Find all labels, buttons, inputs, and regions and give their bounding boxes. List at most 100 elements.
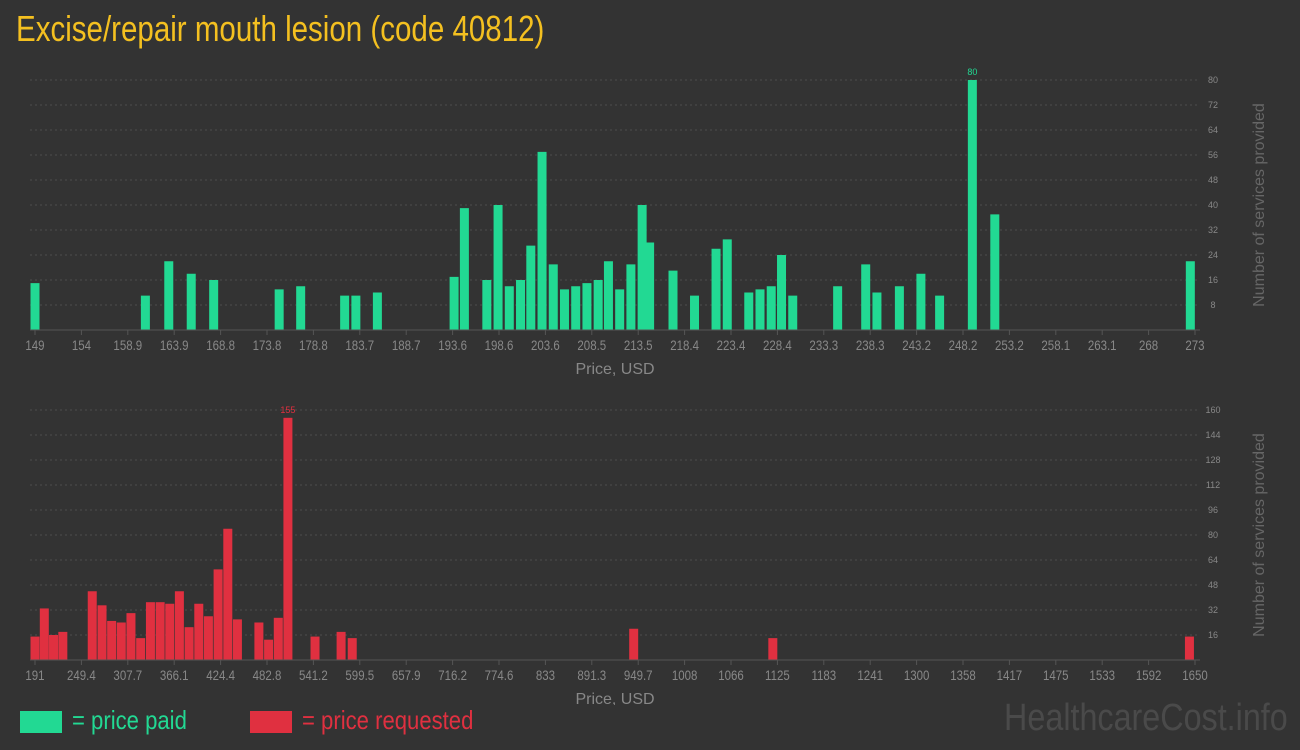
bar — [629, 628, 639, 660]
price-requested-chart: 16 32 48 64 80 96 112 128 144 160 155 191 249.4 307.7… — [25, 405, 1268, 705]
x-tick-label: 163.9 — [160, 337, 189, 353]
y-tick-label: 72 — [1208, 100, 1218, 110]
y-tick-label: 144 — [1205, 430, 1220, 440]
x-tick-label: 263.1 — [1088, 337, 1117, 353]
watermark: HealthcareCost.info — [1004, 697, 1288, 739]
bar — [30, 636, 40, 660]
y-tick-label: 112 — [1206, 480, 1220, 490]
x-tick-label: 203.6 — [531, 337, 560, 353]
y-tick-label: 40 — [1208, 200, 1218, 210]
bar — [593, 280, 603, 330]
bar — [637, 205, 647, 330]
legend-requested-label: = price requested — [302, 705, 474, 735]
bar — [140, 295, 150, 330]
bar — [571, 286, 581, 330]
x-tick-label: 1066 — [718, 667, 744, 683]
x-tick-label: 238.3 — [856, 337, 885, 353]
x-tick-label: 833 — [536, 667, 555, 683]
bar — [755, 289, 765, 330]
bar — [39, 608, 49, 660]
bar — [482, 280, 492, 330]
x-tick-label: 1533 — [1089, 667, 1115, 683]
x-tick-label: 198.6 — [485, 337, 514, 353]
x-tick-label: 218.4 — [670, 337, 699, 353]
legend-paid-swatch — [20, 711, 62, 733]
y-tick-label: 48 — [1208, 580, 1218, 590]
bar — [184, 627, 194, 660]
x-tick-label: 168.8 — [206, 337, 235, 353]
bar — [164, 261, 174, 330]
x-tick-label: 248.2 — [949, 337, 978, 353]
bar — [351, 295, 361, 330]
x-tick-label: 774.6 — [485, 667, 514, 683]
x-tick-label: 193.6 — [438, 337, 467, 353]
bar — [1185, 261, 1195, 330]
bar — [645, 242, 655, 330]
bar — [935, 295, 945, 330]
legend-requested-swatch — [250, 711, 292, 733]
data-label: 155 — [280, 405, 295, 415]
x-tick-label: 183.7 — [345, 337, 374, 353]
x-tick-label: 149 — [25, 337, 44, 353]
y-tick-label: 160 — [1205, 405, 1220, 415]
bar — [49, 635, 59, 660]
bar — [493, 205, 503, 330]
legend-paid: = price paid — [20, 705, 240, 735]
bar — [459, 208, 469, 330]
x-tick-label: 158.9 — [113, 337, 142, 353]
y-tick-label: 128 — [1205, 455, 1220, 465]
bar — [296, 286, 306, 330]
x-tick-label: 178.8 — [299, 337, 328, 353]
legend-requested: = price requested — [250, 705, 530, 735]
bar — [833, 286, 843, 330]
y-tick-label: 56 — [1208, 150, 1218, 160]
y-tick-label: 24 — [1208, 250, 1218, 260]
x-tick-label: 1300 — [904, 667, 930, 683]
y-tick-label: 96 — [1208, 505, 1218, 515]
y-tick-label: 16 — [1208, 630, 1218, 640]
bar — [136, 638, 146, 660]
x-axis-label: Price, USD — [575, 361, 654, 378]
x-tick-label: 891.3 — [577, 667, 606, 683]
bar — [155, 602, 165, 660]
page-title: Excise/repair mouth lesion (code 40812) — [16, 8, 545, 49]
bar — [30, 283, 40, 330]
bar — [516, 280, 526, 330]
bar — [165, 603, 175, 660]
x-tick-label: 1008 — [672, 667, 698, 683]
bar — [916, 273, 926, 330]
x-tick-label: 249.4 — [67, 667, 96, 683]
bar — [582, 283, 592, 330]
bar — [213, 569, 223, 660]
y-tick-label: 8 — [1210, 300, 1215, 310]
bar — [537, 151, 547, 330]
bar — [668, 270, 678, 330]
x-tick-label: 307.7 — [113, 667, 142, 683]
bar — [722, 239, 732, 330]
bar — [777, 255, 787, 330]
bar — [504, 286, 514, 330]
legend-paid-label: = price paid — [72, 705, 187, 735]
x-tick-label: 191 — [25, 667, 44, 683]
y-tick-label: 64 — [1208, 555, 1218, 565]
y-tick-label: 48 — [1208, 175, 1218, 185]
x-tick-label: 253.2 — [995, 337, 1024, 353]
bar — [174, 591, 184, 660]
x-tick-label: 213.5 — [624, 337, 653, 353]
bar — [347, 638, 357, 660]
bar — [274, 289, 284, 330]
x-tick-label: 1183 — [811, 667, 836, 683]
x-tick-label: 657.9 — [392, 667, 421, 683]
bar — [894, 286, 904, 330]
x-tick-label: 223.4 — [717, 337, 746, 353]
x-tick-label: 424.4 — [206, 667, 235, 683]
x-tick-label: 1650 — [1182, 667, 1208, 683]
bar — [209, 280, 219, 330]
bar — [283, 417, 293, 660]
x-tick-label: 233.3 — [809, 337, 838, 353]
bar — [615, 289, 625, 330]
bar — [990, 214, 1000, 330]
bar — [310, 636, 320, 660]
y-tick-label: 32 — [1208, 225, 1218, 235]
bar — [232, 619, 242, 660]
